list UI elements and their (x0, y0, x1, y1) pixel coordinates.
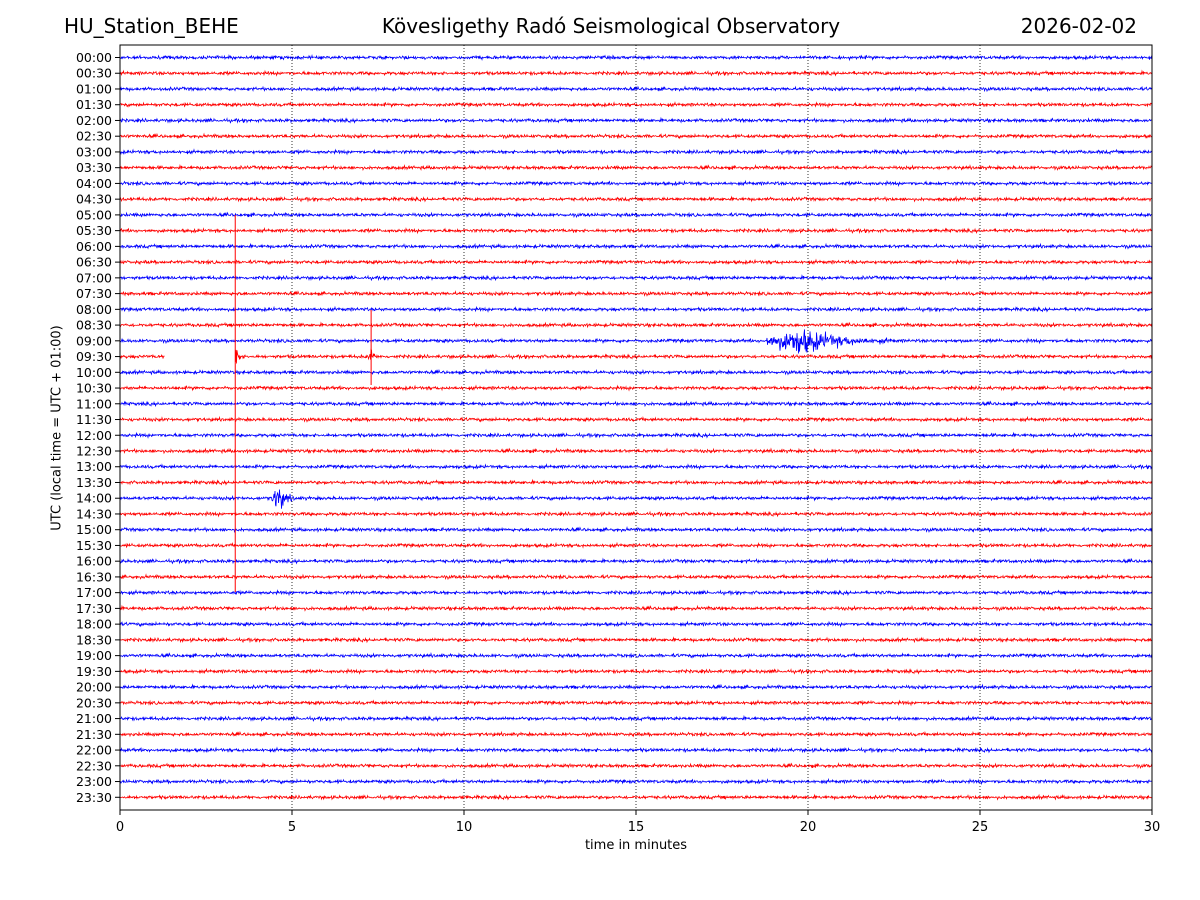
y-axis-title: UTC (local time = UTC + 01:00) (49, 325, 65, 531)
trace-1230 (119, 447, 1153, 455)
x-tick-label: 0 (116, 820, 124, 835)
y-tick-label: 16:30 (76, 569, 112, 584)
x-tick-label: 20 (800, 820, 817, 835)
y-tick-label: 21:30 (76, 727, 112, 742)
y-tick-label: 18:00 (76, 617, 112, 632)
y-tick-label: 21:00 (76, 711, 112, 726)
y-tick-label: 13:00 (76, 459, 112, 474)
y-tick-label: 04:00 (76, 176, 112, 191)
y-tick-label: 13:30 (76, 475, 112, 490)
y-tick-label: 03:30 (76, 160, 112, 175)
y-tick-label: 02:00 (76, 113, 112, 128)
trace-0100 (119, 85, 1153, 93)
y-tick-label: 05:00 (76, 207, 112, 222)
y-tick-label: 06:00 (76, 239, 112, 254)
station-name: HU_Station_BEHE (64, 14, 239, 38)
trace-1530 (119, 541, 1153, 550)
y-tick-label: 01:30 (76, 97, 112, 112)
trace-0730 (119, 289, 1153, 297)
y-tick-label: 20:00 (76, 680, 112, 695)
trace-1300 (119, 463, 1153, 471)
record-date: 2026-02-02 (1020, 14, 1137, 38)
trace-0530 (119, 227, 1153, 235)
grid-group (291, 45, 981, 810)
trace-0230 (119, 132, 1153, 140)
trace-2130 (119, 730, 1153, 738)
x-tick-label: 5 (288, 820, 296, 835)
trace-0700 (119, 274, 1153, 282)
y-tick-label: 17:00 (76, 585, 112, 600)
y-tick-label: 23:00 (76, 774, 112, 789)
y-tick-label: 07:30 (76, 286, 112, 301)
observatory-title: Kövesligethy Radó Seismological Observat… (381, 14, 841, 38)
trace-1500 (119, 526, 1153, 533)
y-tick-label: 14:30 (76, 506, 112, 521)
y-tick-label: 03:00 (76, 144, 112, 159)
trace-2200 (119, 746, 1153, 754)
y-tick-label: 08:00 (76, 302, 112, 317)
trace-0330 (119, 163, 1153, 171)
y-tick-label: 09:30 (76, 349, 112, 364)
trace-1130 (119, 415, 1153, 423)
y-tick-label: 17:30 (76, 601, 112, 616)
y-tick-label: 14:00 (76, 491, 112, 506)
y-tick-label: 22:30 (76, 758, 112, 773)
y-tick-label: 08:30 (76, 318, 112, 333)
y-tick-label: 00:00 (76, 50, 112, 65)
y-tick-label: 22:00 (76, 743, 112, 758)
x-tick-label: 10 (456, 820, 473, 835)
axes-group: 0 5 10 15 20 25 30 00:0000:3001:0001:3002:0002:… (76, 50, 1160, 835)
y-tick-label: 12:30 (76, 444, 112, 459)
x-axis-title: time in minutes (584, 838, 688, 853)
trace-1330 (119, 478, 1153, 486)
y-tick-label: 20:30 (76, 695, 112, 710)
y-tick-label: 07:00 (76, 270, 112, 285)
x-tick-label: 25 (972, 820, 989, 835)
trace-0030 (119, 69, 1153, 77)
y-tick-label: 09:00 (76, 333, 112, 348)
y-tick-label: 16:00 (76, 554, 112, 569)
trace-0430 (119, 195, 1153, 203)
y-tick-label: 15:30 (76, 538, 112, 553)
trace-1030 (119, 384, 1153, 392)
y-tick-label: 15:00 (76, 522, 112, 537)
trace-2000 (119, 683, 1153, 691)
y-tick-label: 01:00 (76, 81, 112, 96)
y-tick-label: 23:30 (76, 790, 112, 805)
y-tick-label: 11:30 (76, 412, 112, 427)
y-tick-label: 06:30 (76, 255, 112, 270)
y-tick-label: 18:30 (76, 632, 112, 647)
y-tick-label: 00:30 (76, 66, 112, 81)
y-tick-label: 12:00 (76, 428, 112, 443)
x-tick-label: 15 (628, 820, 645, 835)
trace-0830 (119, 321, 1153, 329)
y-tick-label: 11:00 (76, 396, 112, 411)
y-tick-label: 10:00 (76, 365, 112, 380)
y-tick-label: 19:00 (76, 648, 112, 663)
y-tick-label: 05:30 (76, 223, 112, 238)
y-tick-label: 02:30 (76, 129, 112, 144)
trace-0130 (119, 101, 1153, 109)
y-tick-label: 10:30 (76, 381, 112, 396)
trace-1900 (119, 651, 1153, 659)
y-tick-label: 04:30 (76, 192, 112, 207)
trace-0930 (119, 348, 1153, 364)
trace-1600 (119, 557, 1153, 565)
x-tick-label: 30 (1144, 820, 1161, 835)
trace-0630 (119, 258, 1153, 266)
y-tick-label: 19:30 (76, 664, 112, 679)
